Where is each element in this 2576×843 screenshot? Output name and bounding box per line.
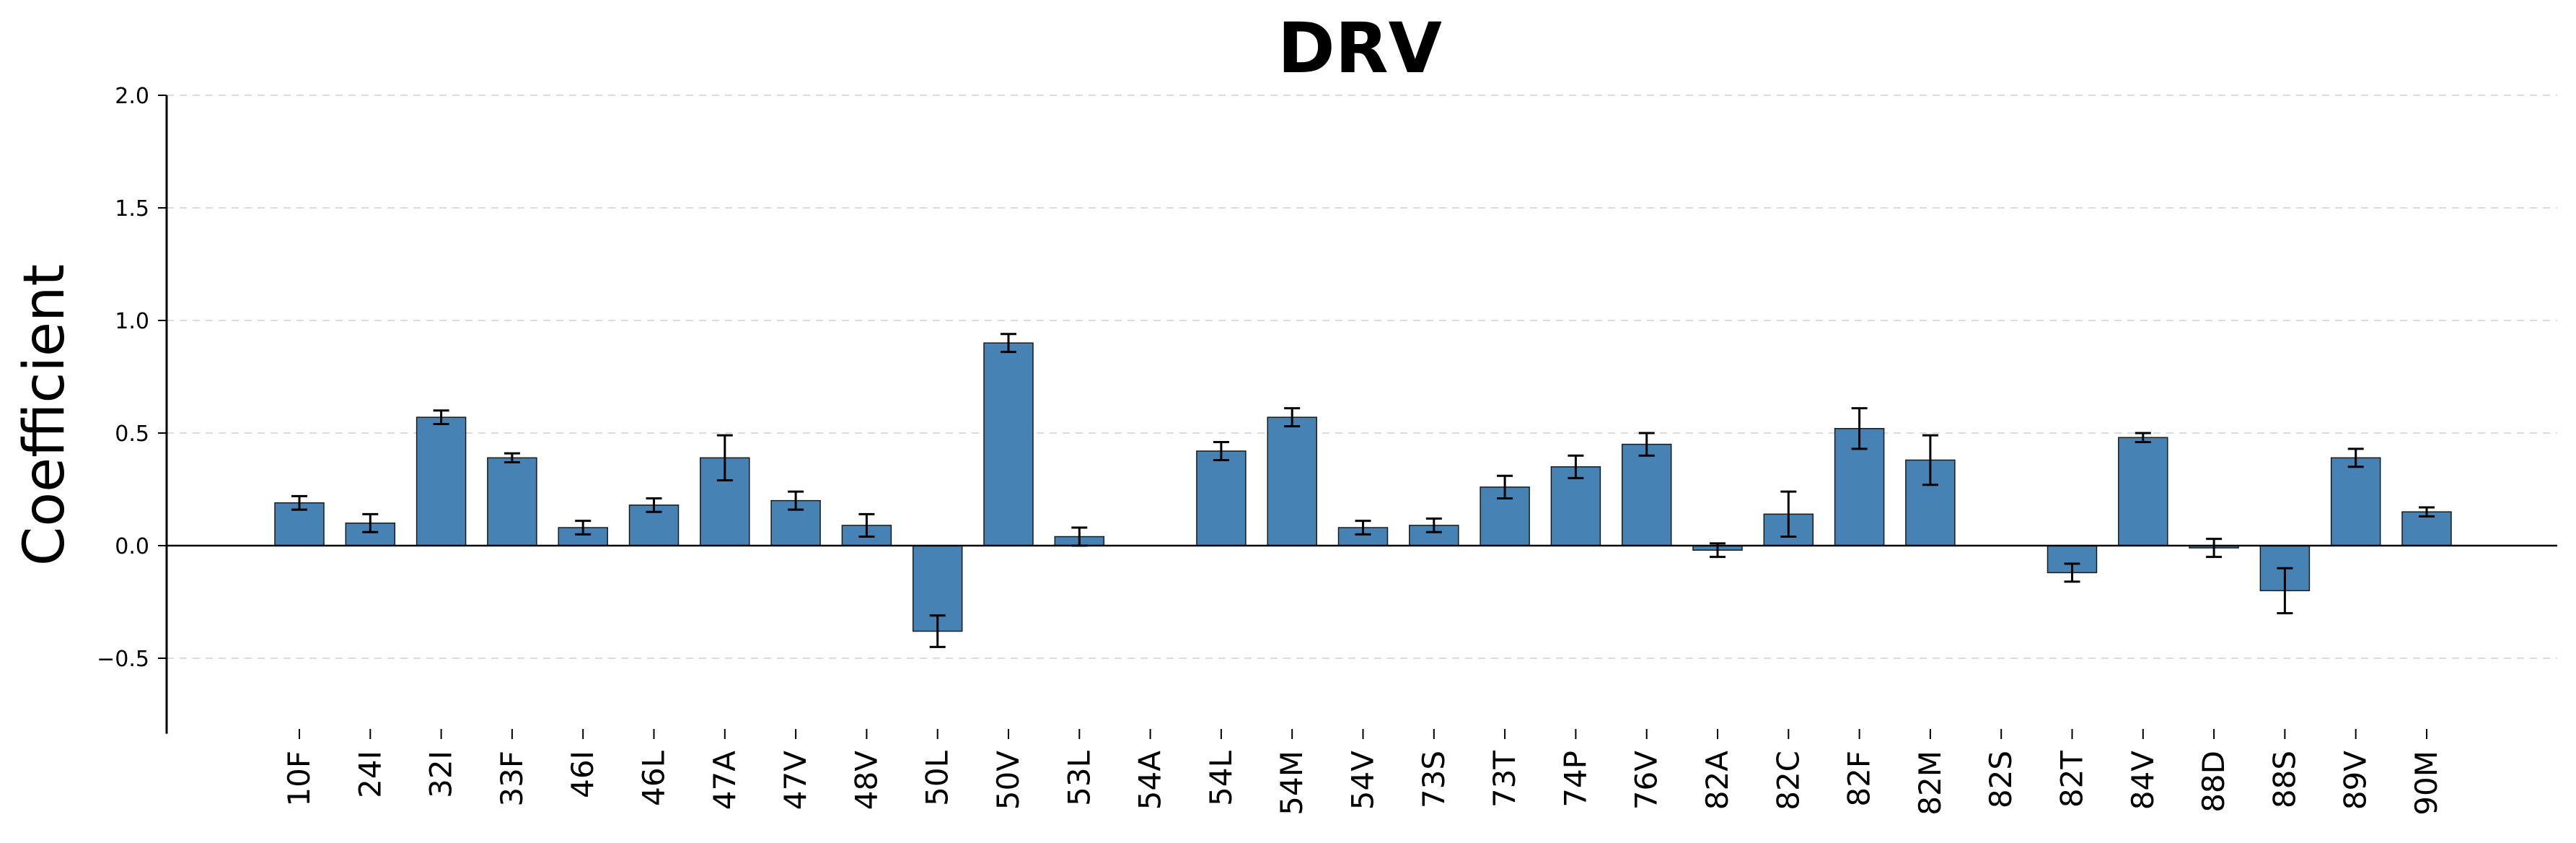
x-ticks: 10F 24I 32I 33F 46I 46L 47A 47V 48V 50L 50V 53L 54A 5… xyxy=(281,729,2444,816)
x-tick-label: 47V xyxy=(778,751,813,810)
x-tick-label: 82A xyxy=(1700,751,1735,810)
x-tick-label: 82T xyxy=(2054,751,2090,808)
x-tick-label: 82S xyxy=(1983,751,2018,808)
x-tick-label: 82F xyxy=(1842,751,1877,807)
y-tick-label: −0.5 xyxy=(97,647,149,672)
x-tick-label: 24I xyxy=(352,751,387,798)
bar xyxy=(1196,450,1247,546)
bar xyxy=(487,457,537,546)
y-tick-label: 1.5 xyxy=(115,196,149,222)
x-tick-label: 10F xyxy=(281,751,317,807)
y-ticks: −0.5 0.0 0.5 1.0 1.5 2.0 xyxy=(97,84,167,672)
bar xyxy=(2401,511,2452,546)
x-tick-label: 33F xyxy=(494,751,529,807)
bar xyxy=(2118,437,2168,546)
x-tick-label: 32I xyxy=(423,751,459,798)
axes xyxy=(165,95,2557,734)
chart-title: DRV xyxy=(1278,8,1442,89)
bar xyxy=(416,416,467,546)
x-tick-label: 50V xyxy=(990,751,1026,810)
x-tick-label: 82M xyxy=(1912,751,1948,816)
y-axis-label: Coefficient xyxy=(12,264,77,566)
bar xyxy=(2330,457,2381,546)
error-bars xyxy=(291,333,2435,648)
y-tick-label: 0.0 xyxy=(115,534,149,559)
x-tick-label: 47A xyxy=(707,751,742,810)
bar xyxy=(1621,443,1672,546)
x-tick-label: 88D xyxy=(2196,751,2231,813)
y-tick-label: 2.0 xyxy=(115,84,149,109)
x-tick-label: 89V xyxy=(2338,751,2373,810)
x-tick-label: 54L xyxy=(1203,750,1239,805)
x-tick-label: 48V xyxy=(848,751,884,810)
x-tick-label: 54V xyxy=(1345,751,1381,810)
x-tick-label: 54A xyxy=(1133,751,1168,810)
grid-lines xyxy=(167,95,2557,659)
x-tick-label: 88S xyxy=(2267,751,2302,808)
bars xyxy=(274,342,2452,632)
x-tick-label: 76V xyxy=(1629,751,1664,810)
x-tick-label: 84V xyxy=(2125,751,2160,810)
x-tick-label: 73S xyxy=(1416,751,1451,808)
x-tick-label: 46L xyxy=(636,750,672,805)
x-tick-label: 53L xyxy=(1061,750,1096,805)
bar xyxy=(1550,466,1601,546)
x-tick-label: 73T xyxy=(1487,751,1522,808)
y-tick-label: 0.5 xyxy=(115,422,149,447)
bar xyxy=(1267,416,1317,546)
x-tick-label: 82C xyxy=(1770,751,1806,811)
y-tick-label: 1.0 xyxy=(115,309,149,334)
x-tick-label: 50L xyxy=(920,750,955,805)
bar xyxy=(983,342,1034,546)
x-tick-label: 74P xyxy=(1557,751,1593,808)
x-tick-label: 54M xyxy=(1274,751,1309,816)
x-tick-label: 46I xyxy=(565,751,600,798)
x-tick-label: 90M xyxy=(2409,751,2444,816)
